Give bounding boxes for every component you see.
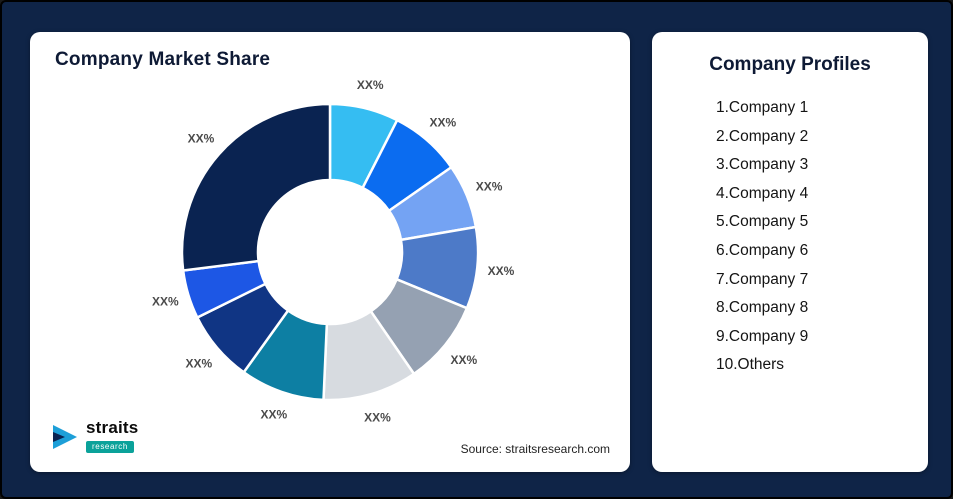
company-profiles-list: 1.Company 1 2.Company 2 3.Company 3 4.Compa… [652,94,928,380]
profile-list-item: 3.Company 3 [716,156,809,174]
slice-label-1: XX% [357,78,384,92]
donut-slice-10 [180,102,332,272]
profile-list-item: 7.Company 7 [716,270,809,288]
profile-list-item: 10.Others [716,356,785,374]
slice-label-6: XX% [364,410,391,424]
straits-research-logo: straits research [50,419,138,454]
profile-list-item: 9.Company 9 [716,327,809,345]
logo-sub-text: research [86,441,134,453]
slice-label-2: XX% [430,115,457,129]
logo-text: straits research [86,419,138,454]
profile-list-item: 1.Company 1 [716,99,809,116]
slice-label-7: XX% [260,408,287,422]
donut-chart: XX% XX% XX% XX% XX% XX% XX% XX% XX% XX% [152,78,515,424]
slice-label-4: XX% [488,264,515,278]
company-profiles-card: Company Profiles 1.Company 1 2.Company 2 3… [652,32,928,472]
profile-list-item: 8.Company 8 [716,299,809,317]
slice-label-8: XX% [186,356,213,370]
profiles-title: Company Profiles [709,54,871,75]
profile-list-item: 2.Company 2 [716,127,809,145]
profile-list-item: 4.Company 4 [716,184,809,202]
slice-label-5: XX% [451,353,478,367]
source-attribution: Source: straitsresearch.com [460,442,610,456]
slice-label-9: XX% [152,295,179,309]
market-share-card: Company Market Share XX% XX% XX% XX% XX% XX% X… [30,32,630,472]
logo-brand-text: straits [86,418,139,437]
profile-list-item: 5.Company 5 [716,213,809,231]
slice-label-3: XX% [476,180,503,194]
slice-label-10: XX% [188,131,215,145]
logo-play-icon [53,424,77,449]
chart-title: Company Market Share [55,49,271,70]
profile-list-item: 6.Company 6 [716,241,809,259]
